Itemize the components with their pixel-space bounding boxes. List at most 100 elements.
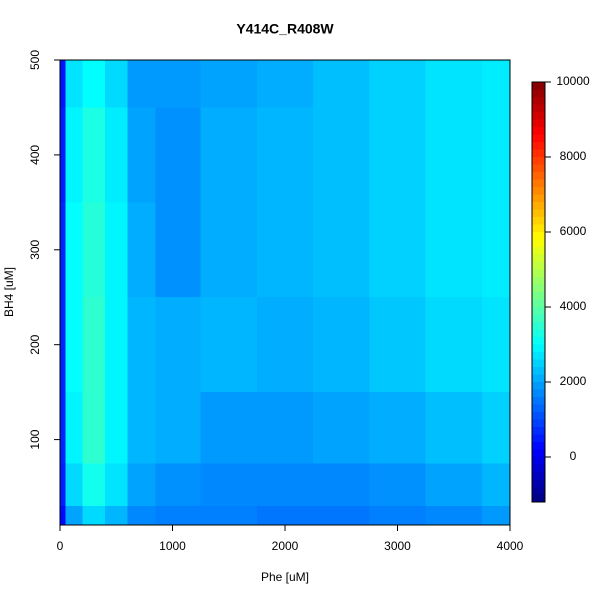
x-tick-label: 3000 xyxy=(384,539,411,553)
contour-cell xyxy=(369,60,426,108)
contour-cell xyxy=(313,297,370,393)
contour-cell xyxy=(105,392,128,464)
contour-cell xyxy=(425,392,482,464)
contour-cell xyxy=(200,202,257,298)
contour-cell xyxy=(369,506,426,525)
contour-cell xyxy=(60,107,66,203)
y-tick-label: 100 xyxy=(28,429,42,449)
y-axis-label: BH4 [uM] xyxy=(2,267,16,317)
contour-cell xyxy=(105,506,128,525)
contour-cell xyxy=(127,392,156,464)
color-bar-tick-label: 10000 xyxy=(556,74,590,88)
color-bar-band xyxy=(532,104,545,112)
color-bar-band xyxy=(532,82,545,90)
contour-cell xyxy=(105,60,128,108)
color-bar-band xyxy=(532,277,545,285)
color-bar-band xyxy=(532,434,545,442)
color-bar-band xyxy=(532,127,545,135)
color-bar-band xyxy=(532,157,545,165)
contour-cell xyxy=(481,202,510,298)
contour-cell xyxy=(60,506,66,525)
contour-cell xyxy=(105,107,128,203)
contour-cell xyxy=(425,107,482,203)
x-axis-label: Phe [uM] xyxy=(261,570,309,584)
x-tick-label: 2000 xyxy=(272,539,299,553)
contour-cell xyxy=(200,107,257,203)
contour-cell xyxy=(127,60,156,108)
color-bar-tick-label: 4000 xyxy=(560,299,587,313)
contour-cell xyxy=(200,60,257,108)
color-bar-band xyxy=(532,232,545,240)
x-tick-label: 1000 xyxy=(159,539,186,553)
color-bar xyxy=(532,82,545,502)
contour-cell xyxy=(127,297,156,393)
contour-cell xyxy=(82,297,105,393)
contour-cell xyxy=(105,297,128,393)
contour-cell xyxy=(481,60,510,108)
color-bar-band xyxy=(532,269,545,277)
contour-cell xyxy=(65,202,83,298)
contour-cell xyxy=(127,202,156,298)
contour-cell xyxy=(127,463,156,507)
contour-cell xyxy=(425,202,482,298)
contour-cell xyxy=(82,463,105,507)
color-bar-band xyxy=(532,299,545,307)
color-bar-band xyxy=(532,442,545,450)
color-bar-band xyxy=(532,404,545,412)
x-tick-label: 0 xyxy=(57,539,64,553)
color-bar-tick-label: 8000 xyxy=(560,149,587,163)
contour-cell xyxy=(369,202,426,298)
color-bar-band xyxy=(532,179,545,187)
color-bar-band xyxy=(532,262,545,270)
contour-cell xyxy=(256,60,314,108)
contour-cell xyxy=(155,506,201,525)
contour-cell xyxy=(256,506,314,525)
color-bar-band xyxy=(532,89,545,97)
color-bar-band xyxy=(532,112,545,120)
x-tick-label: 4000 xyxy=(497,539,524,553)
color-bar-band xyxy=(532,202,545,210)
color-bar-band xyxy=(532,314,545,322)
color-bar-band xyxy=(532,389,545,397)
contour-cell xyxy=(256,107,314,203)
color-bar-band xyxy=(532,187,545,195)
color-bar-band xyxy=(532,284,545,292)
contour-cell xyxy=(82,107,105,203)
color-bar-band xyxy=(532,352,545,360)
contour-cell xyxy=(60,202,66,298)
color-bar-band xyxy=(532,479,545,487)
y-tick-label: 200 xyxy=(28,334,42,354)
contour-cell xyxy=(425,463,482,507)
contour-cell xyxy=(65,392,83,464)
contour-cell xyxy=(65,506,83,525)
color-bar-tick-label: 2000 xyxy=(560,374,587,388)
contour-cell xyxy=(481,297,510,393)
color-bar-band xyxy=(532,149,545,157)
contour-cell xyxy=(60,463,66,507)
color-bar-band xyxy=(532,247,545,255)
contour-cell xyxy=(481,506,510,525)
contour-cell xyxy=(200,392,257,464)
color-bar-band xyxy=(532,209,545,217)
contour-cell xyxy=(369,107,426,203)
contour-cell xyxy=(425,297,482,393)
contour-cell xyxy=(200,297,257,393)
contour-cell xyxy=(155,392,201,464)
color-bar-band xyxy=(532,344,545,352)
contour-cell xyxy=(481,107,510,203)
color-bar-tick-label: 0 xyxy=(570,449,577,463)
contour-cell xyxy=(481,392,510,464)
contour-cell xyxy=(60,60,66,108)
contour-cell xyxy=(60,392,66,464)
color-bar-band xyxy=(532,397,545,405)
contour-cell xyxy=(369,297,426,393)
color-bar-band xyxy=(532,487,545,495)
contour-cell xyxy=(313,506,370,525)
color-bar-band xyxy=(532,464,545,472)
contour-cell xyxy=(369,463,426,507)
contour-cell xyxy=(127,506,156,525)
color-bar-band xyxy=(532,329,545,337)
contour-cell xyxy=(313,463,370,507)
color-bar-band xyxy=(532,217,545,225)
